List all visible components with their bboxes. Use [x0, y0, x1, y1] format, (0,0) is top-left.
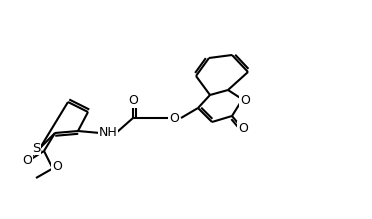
Text: O: O — [238, 122, 248, 134]
Text: O: O — [240, 95, 250, 108]
Text: NH: NH — [99, 127, 118, 140]
Text: O: O — [128, 95, 138, 108]
Text: O: O — [169, 111, 179, 124]
Text: O: O — [52, 159, 62, 173]
Text: O: O — [22, 154, 32, 168]
Text: S: S — [32, 141, 40, 154]
